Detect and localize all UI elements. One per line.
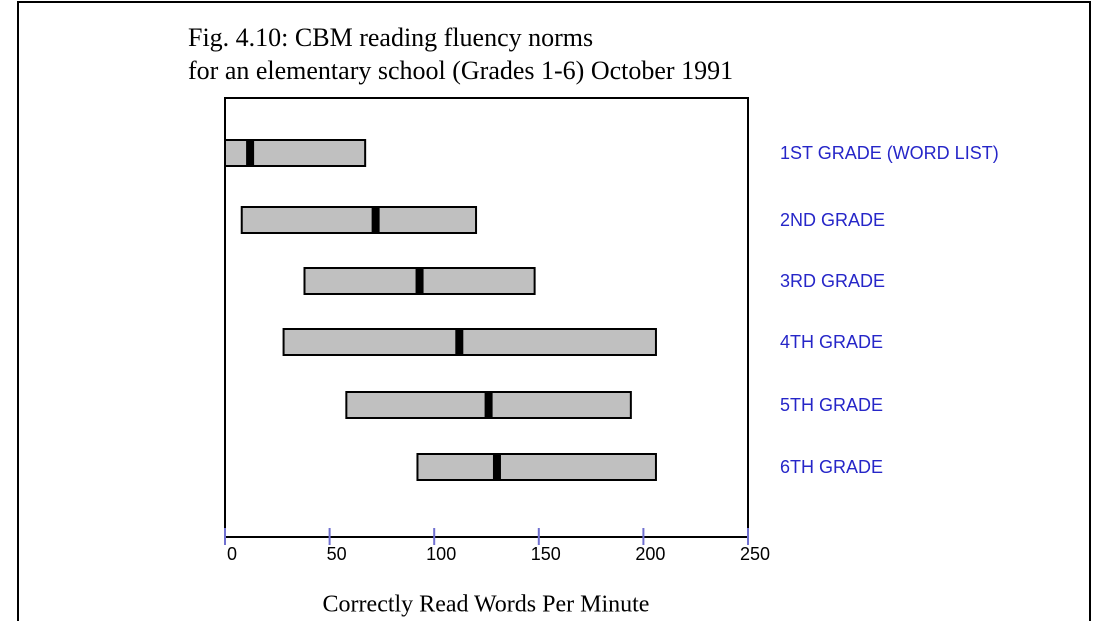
median-marker <box>246 141 255 165</box>
median-marker <box>484 393 493 417</box>
x-tick-label: 200 <box>635 544 665 564</box>
x-tick-label: 100 <box>426 544 456 564</box>
category-label: 4TH GRADE <box>780 332 883 352</box>
x-tick-label: 50 <box>327 544 347 564</box>
chart-title: for an elementary school (Grades 1-6) Oc… <box>188 56 733 85</box>
category-label: 2ND GRADE <box>780 210 885 230</box>
category-label: 1ST GRADE (WORD LIST) <box>780 143 999 163</box>
median-marker <box>371 208 380 232</box>
frame <box>17 1 1091 621</box>
median-marker <box>455 330 464 354</box>
plot-area <box>224 97 749 538</box>
median-marker <box>492 455 501 479</box>
median-marker <box>415 269 424 293</box>
category-label: 3RD GRADE <box>780 271 885 291</box>
range-bar <box>224 139 367 167</box>
range-bar <box>416 453 657 481</box>
x-tick-label: 0 <box>227 544 237 564</box>
category-label: 6TH GRADE <box>780 457 883 477</box>
category-label: 5TH GRADE <box>780 395 883 415</box>
chart-title: Fig. 4.10: CBM reading fluency norms <box>188 23 593 52</box>
x-axis-label: Correctly Read Words Per Minute <box>323 592 650 618</box>
x-tick-label: 250 <box>740 544 770 564</box>
range-bar <box>240 206 478 234</box>
x-tick-label: 150 <box>531 544 561 564</box>
range-bar <box>282 328 657 356</box>
